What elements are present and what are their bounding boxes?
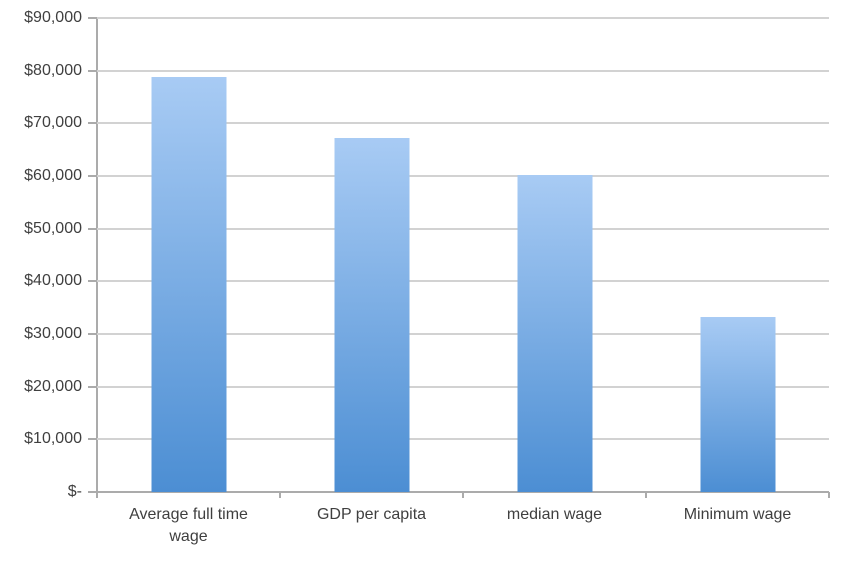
gridline <box>97 438 829 441</box>
y-tick-label: $30,000 <box>24 325 82 343</box>
y-axis-tick <box>88 17 97 19</box>
plot-area: $- $10,000 $20,000 $30,000 $40,000 $50,000 $60… <box>24 9 830 545</box>
bar-gdp-per-capita <box>334 137 409 492</box>
gridline <box>97 17 829 19</box>
y-tick-label: $- <box>67 483 82 500</box>
y-tick-label: $20,000 <box>24 377 82 395</box>
category-label-median-wage: median wage <box>506 506 603 523</box>
category-label-gdp-per-capita: GDP per capita <box>316 506 427 523</box>
y-axis-tick <box>88 122 97 125</box>
y-tick-label: $50,000 <box>24 219 82 237</box>
x-axis-tick <box>96 492 98 498</box>
category-label-minimum-wage: Minimum wage <box>683 506 792 523</box>
y-tick-label: $60,000 <box>24 167 82 185</box>
x-axis-tick <box>828 492 830 498</box>
y-axis-tick <box>88 491 97 493</box>
y-axis-tick <box>88 333 97 336</box>
x-axis-tick <box>279 492 281 498</box>
y-axis-tick <box>88 438 97 441</box>
gridline <box>97 280 829 283</box>
x-axis-tick <box>462 492 464 498</box>
y-tick-label: $40,000 <box>24 272 82 290</box>
y-tick-label: $90,000 <box>24 9 82 26</box>
y-tick-label: $70,000 <box>24 114 82 132</box>
gridline <box>97 333 829 336</box>
y-axis-tick <box>88 280 97 283</box>
gridline <box>97 122 829 125</box>
y-axis-tick <box>88 69 97 72</box>
x-axis-tick <box>645 492 647 498</box>
y-axis-tick <box>88 175 97 178</box>
gridline <box>97 227 829 230</box>
y-tick-label: $80,000 <box>24 61 82 79</box>
bar-median-wage <box>517 174 592 492</box>
y-axis-tick <box>88 385 97 388</box>
gridline <box>97 69 829 72</box>
gridline <box>97 175 829 178</box>
y-axis-tick <box>88 227 97 230</box>
gridline <box>97 385 829 388</box>
bar-average-full-time-wage <box>151 77 226 492</box>
y-axis-line <box>96 18 98 498</box>
bar-minimum-wage <box>700 316 775 492</box>
category-label-average-full-time-wage: Average full time wage <box>129 506 248 545</box>
y-tick-label: $10,000 <box>24 430 82 448</box>
